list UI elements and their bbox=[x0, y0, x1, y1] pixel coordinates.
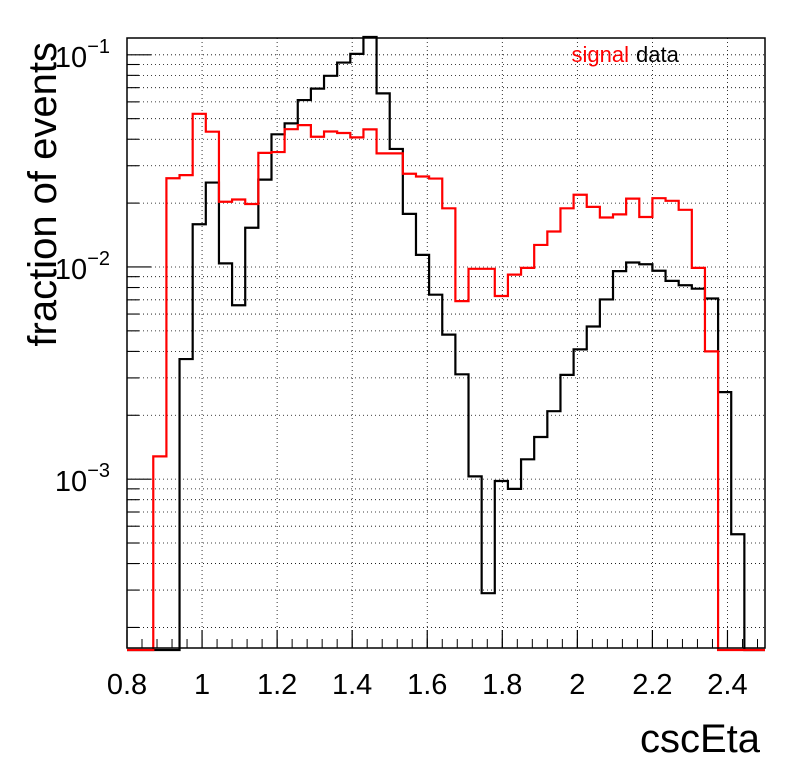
x-tick-label: 1.2 bbox=[257, 669, 297, 701]
legend-entry-signal: signal bbox=[572, 42, 629, 67]
minor-ticks bbox=[126, 54, 758, 648]
x-tick-labels: 0.8 1 1.2 1.4 1.6 1.8 2 2.2 2.4 bbox=[107, 669, 748, 701]
x-tick-label: 1.4 bbox=[332, 669, 372, 701]
grid-lines bbox=[127, 38, 765, 648]
x-tick-label: 1 bbox=[194, 669, 210, 701]
x-tick-label: 2 bbox=[569, 669, 585, 701]
x-axis-label: cscEta bbox=[640, 717, 761, 761]
series-layer bbox=[127, 35, 765, 652]
x-tick-label: 2.4 bbox=[707, 669, 747, 701]
plot-frame bbox=[126, 37, 766, 649]
y-tick-label: 10−3 bbox=[55, 460, 110, 498]
x-tick-label: 2.2 bbox=[632, 669, 672, 701]
x-tick-label: 1.6 bbox=[407, 669, 447, 701]
y-tick-label: 10−2 bbox=[55, 248, 110, 286]
y-tick-labels: 10−1 10−2 10−3 bbox=[55, 36, 110, 498]
x-tick-label: 1.8 bbox=[482, 669, 522, 701]
legend: signal data bbox=[572, 42, 680, 67]
x-tick-label: 0.8 bbox=[107, 669, 147, 701]
y-axis-label: fraction of events bbox=[21, 42, 65, 347]
series-signal bbox=[127, 112, 765, 652]
series-data bbox=[127, 35, 765, 652]
y-tick-label: 10−1 bbox=[55, 36, 110, 74]
legend-entry-data: data bbox=[636, 42, 680, 67]
plot-background bbox=[127, 38, 765, 648]
